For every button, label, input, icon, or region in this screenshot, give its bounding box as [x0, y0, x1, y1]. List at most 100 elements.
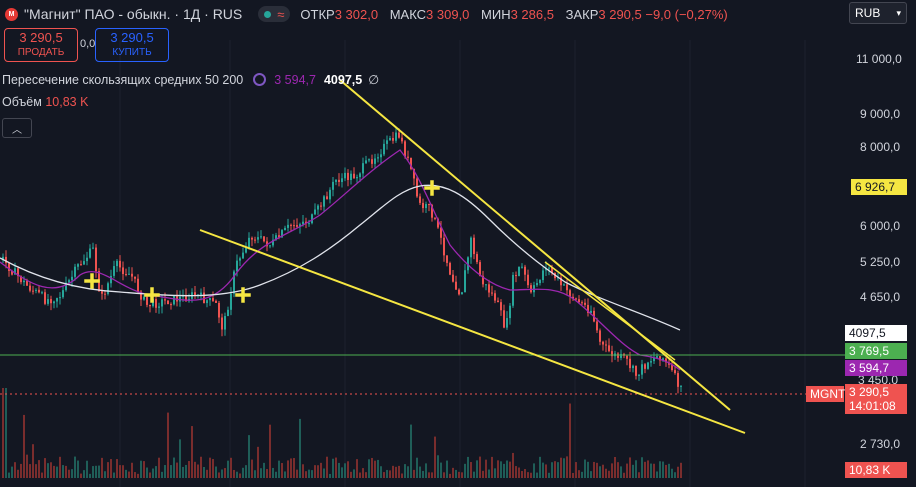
volume-bar — [401, 473, 403, 478]
candle-body — [227, 309, 229, 317]
candle-body — [269, 245, 271, 247]
volume-bar — [389, 470, 391, 478]
volume-bar — [20, 463, 22, 478]
candle-body — [104, 293, 106, 295]
ma-cross-marker-icon — [84, 273, 100, 289]
candle-body — [344, 172, 346, 179]
candle-body — [473, 237, 475, 255]
volume-bar — [566, 456, 568, 478]
candle-body — [110, 275, 112, 284]
candle-body — [311, 214, 313, 224]
ma-cross-marker-icon — [424, 180, 440, 196]
ohlc-open-label: ОТКР — [300, 6, 335, 22]
last-price-tag: 3 290,5 14:01:08 — [845, 384, 907, 414]
candle-body — [296, 225, 298, 227]
support-level-tag: 3 769,5 — [845, 343, 907, 359]
volume-bar — [212, 459, 214, 478]
candle-body — [596, 321, 598, 331]
candle-body — [203, 292, 205, 304]
volume-bar — [464, 463, 466, 478]
volume-bar — [662, 461, 664, 478]
currency-select[interactable]: RUB ▾ — [849, 2, 907, 24]
candle-body — [407, 156, 409, 158]
volume-bar — [281, 463, 283, 478]
volume-value: 10,83 K — [45, 95, 89, 109]
volume-bar — [107, 462, 109, 478]
buy-button[interactable]: 3 290,5 КУПИТЬ — [95, 28, 169, 62]
ma200-price-tag: 4097,5 — [845, 325, 907, 341]
volume-bar — [167, 412, 169, 478]
candle-body — [233, 271, 235, 294]
volume-bar — [233, 469, 235, 478]
candle-body — [560, 277, 562, 286]
candle-body — [542, 270, 544, 281]
volume-bar — [350, 471, 352, 478]
candle-body — [26, 280, 28, 286]
volume-bar — [173, 457, 175, 478]
volume-bar — [86, 460, 88, 478]
volume-bar — [581, 471, 583, 478]
volume-bar — [482, 470, 484, 478]
candle-body — [128, 273, 130, 275]
candle-body — [17, 268, 19, 277]
volume-bar — [92, 466, 94, 478]
collapse-legend-button[interactable]: ︿ — [2, 118, 32, 138]
indicator-name: Пересечение скользящих средних 50 200 — [2, 72, 244, 87]
candle-body — [185, 295, 187, 302]
candle-body — [467, 257, 469, 271]
candle-body — [503, 310, 505, 328]
candle-body — [449, 262, 451, 275]
candle-body — [617, 353, 619, 358]
volume-bar — [200, 456, 202, 478]
volume-legend[interactable]: Объём 10,83 K — [2, 95, 88, 109]
volume-bar — [416, 457, 418, 478]
volume-bar — [413, 469, 415, 478]
trend-line-lower — [199, 229, 746, 434]
volume-bar — [386, 469, 388, 478]
market-status[interactable]: ≈ — [258, 6, 291, 22]
wave-icon: ≈ — [277, 6, 285, 22]
volume-bar — [119, 465, 121, 478]
volume-bar — [224, 468, 226, 478]
candle-body — [518, 266, 520, 276]
candle-body — [200, 292, 202, 295]
volume-bar — [407, 466, 409, 478]
candle-body — [479, 262, 481, 276]
indicator-legend[interactable]: Пересечение скользящих средних 50 200 3 … — [2, 72, 379, 88]
volume-bar — [29, 464, 31, 478]
volume-bar — [551, 462, 553, 478]
volume-bar — [59, 456, 61, 478]
candle-body — [164, 299, 166, 301]
volume-bar — [89, 473, 91, 478]
trend-line-inner — [544, 261, 676, 361]
volume-bar — [71, 469, 73, 478]
candle-body — [674, 370, 676, 374]
volume-bar — [68, 469, 70, 478]
volume-bar — [473, 471, 475, 478]
volume-bar — [611, 463, 613, 478]
bar-countdown: 14:01:08 — [849, 399, 896, 413]
candle-body — [158, 306, 160, 308]
candle-body — [248, 237, 250, 248]
y-axis-label: 4 650,0 — [860, 290, 901, 304]
volume-bar — [680, 462, 682, 478]
volume-bar — [500, 461, 502, 478]
candle-body — [107, 283, 109, 294]
volume-bar — [479, 456, 481, 478]
volume-bar — [242, 467, 244, 478]
volume-bar — [14, 462, 16, 478]
sell-button[interactable]: 3 290,5 ПРОДАТЬ — [4, 28, 78, 62]
candle-body — [221, 317, 223, 330]
ohlc-low-label: МИН — [481, 6, 511, 22]
volume-bar — [215, 466, 217, 478]
volume-bar — [287, 460, 289, 478]
candle-body — [671, 364, 673, 371]
volume-bar — [50, 462, 52, 478]
candle-body — [335, 179, 337, 182]
volume-bar — [452, 467, 454, 478]
candle-body — [509, 305, 511, 319]
candle-body — [380, 154, 382, 158]
symbol-title[interactable]: "Магнит" ПАО - обыкн. · 1Д · RUS — [24, 6, 243, 22]
volume-bar — [140, 460, 142, 478]
